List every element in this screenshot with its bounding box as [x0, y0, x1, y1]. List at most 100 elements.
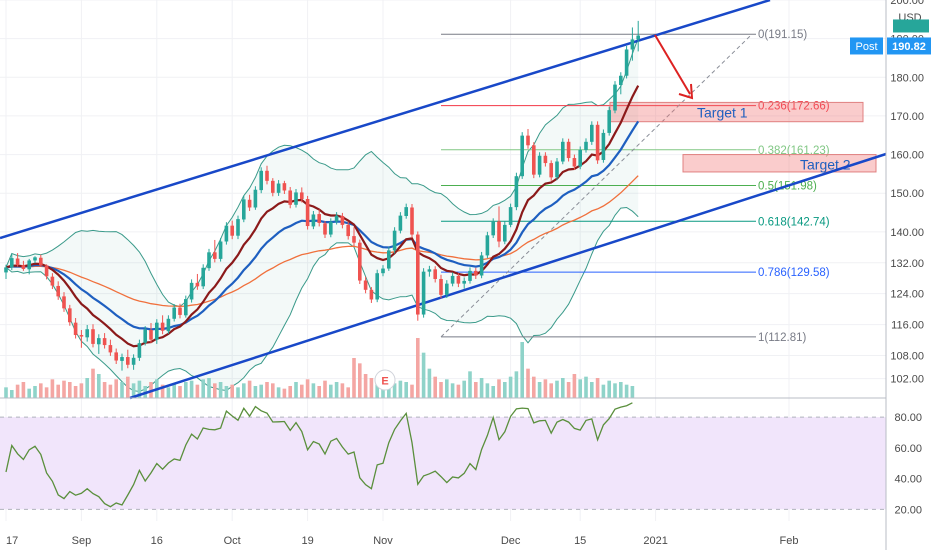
volume-bar[interactable] [323, 380, 327, 398]
candle-body[interactable] [85, 329, 89, 338]
volume-bar[interactable] [294, 382, 298, 398]
volume-bar[interactable] [207, 378, 211, 398]
candle-body[interactable] [514, 176, 519, 208]
candle-body[interactable] [126, 357, 130, 365]
candle-body[interactable] [311, 214, 316, 227]
volume-bar[interactable] [404, 382, 408, 398]
volume-bar[interactable] [39, 383, 43, 398]
volume-bar[interactable] [160, 384, 165, 398]
volume-bar[interactable] [62, 380, 66, 398]
volume-bar[interactable] [276, 387, 281, 398]
candle-body[interactable] [526, 135, 530, 146]
volume-bar[interactable] [120, 382, 124, 398]
volume-bar[interactable] [311, 383, 316, 398]
earnings-marker[interactable]: E [374, 369, 396, 391]
candle-body[interactable] [79, 335, 84, 337]
candle-body[interactable] [433, 269, 437, 279]
candle-body[interactable] [207, 252, 211, 269]
volume-bar[interactable] [259, 384, 263, 398]
candle-body[interactable] [97, 338, 101, 345]
candle-body[interactable] [195, 282, 200, 287]
candle-body[interactable] [572, 158, 577, 167]
volume-bar[interactable] [427, 368, 432, 398]
volume-bar[interactable] [526, 368, 530, 398]
candle-body[interactable] [462, 280, 466, 284]
volume-bar[interactable] [514, 371, 519, 398]
volume-bar[interactable] [305, 379, 310, 398]
candle-body[interactable] [166, 318, 171, 332]
candle-body[interactable] [624, 49, 629, 76]
candle-body[interactable] [416, 234, 420, 315]
volume-bar[interactable] [572, 374, 577, 398]
candle-body[interactable] [619, 75, 623, 86]
volume-bar[interactable] [468, 371, 472, 398]
time-axis[interactable]: 17 Sep 16 Oct 19 Nov Dec 15 2021 Feb [6, 535, 798, 547]
ma-mid-line[interactable] [5, 120, 640, 331]
volume-bar[interactable] [201, 379, 205, 398]
candle-body[interactable] [317, 214, 321, 223]
candle-body[interactable] [213, 252, 217, 259]
volume-bar[interactable] [44, 387, 49, 398]
volume-bar[interactable] [491, 386, 495, 398]
volume-bar[interactable] [561, 378, 565, 398]
volume-bar[interactable] [97, 374, 101, 398]
candle-body[interactable] [404, 207, 408, 217]
volume-bar[interactable] [340, 383, 345, 398]
candle-body[interactable] [276, 183, 281, 193]
candle-body[interactable] [271, 180, 275, 193]
volume-bar[interactable] [253, 386, 258, 398]
candle-body[interactable] [253, 189, 258, 208]
candle-body[interactable] [479, 255, 484, 276]
volume-bar[interactable] [15, 384, 20, 398]
channel-upper[interactable] [0, 0, 771, 240]
volume-bar[interactable] [369, 378, 374, 398]
volume-bar[interactable] [479, 378, 484, 398]
volume-bar[interactable] [462, 380, 466, 398]
volume-bar[interactable] [555, 380, 559, 398]
volume-bar[interactable] [4, 387, 8, 398]
candle-body[interactable] [155, 322, 159, 340]
volume-bar[interactable] [85, 378, 89, 398]
candle-body[interactable] [50, 276, 55, 286]
candle-body[interactable] [62, 296, 66, 309]
candle-body[interactable] [340, 216, 345, 225]
price-pane[interactable]: 0(191.15)0.236(172.66)0.382(161.23)0.5(1… [0, 0, 887, 521]
candle-body[interactable] [10, 258, 14, 268]
candle-body[interactable] [120, 357, 124, 361]
candle-body[interactable] [73, 322, 78, 336]
candle-body[interactable] [387, 250, 391, 269]
volume-bar[interactable] [91, 368, 95, 398]
volume-bar[interactable] [102, 382, 107, 398]
volume-bar[interactable] [392, 383, 397, 398]
volume-bar[interactable] [433, 376, 437, 398]
candle-body[interactable] [149, 329, 153, 340]
volume-bar[interactable] [352, 358, 356, 398]
candle-body[interactable] [508, 207, 513, 225]
volume-bar[interactable] [172, 383, 176, 398]
candle-body[interactable] [630, 39, 635, 50]
volume-bar[interactable] [416, 338, 420, 398]
candle-body[interactable] [329, 221, 333, 235]
volume-bar[interactable] [184, 382, 188, 398]
candle-body[interactable] [520, 135, 524, 177]
red-arrow[interactable] [654, 34, 694, 100]
candle-body[interactable] [15, 258, 20, 266]
candle-body[interactable] [503, 224, 507, 242]
volume-bar[interactable] [630, 386, 635, 398]
candle-body[interactable] [242, 199, 246, 220]
candle-body[interactable] [236, 219, 240, 236]
target-box[interactable] [682, 154, 877, 173]
volume-bar[interactable] [317, 386, 321, 398]
candle-body[interactable] [102, 338, 107, 346]
volume-bar[interactable] [503, 382, 507, 398]
volume-bar[interactable] [189, 380, 194, 398]
candle-body[interactable] [369, 289, 374, 300]
volume-bar[interactable] [265, 382, 269, 398]
candle-body[interactable] [584, 141, 588, 150]
volume-bar[interactable] [456, 384, 461, 398]
candle-body[interactable] [456, 275, 461, 284]
volume-bar[interactable] [601, 384, 606, 398]
candle-body[interactable] [160, 322, 165, 331]
volume-bar[interactable] [532, 376, 536, 398]
volume-bar[interactable] [595, 378, 600, 398]
